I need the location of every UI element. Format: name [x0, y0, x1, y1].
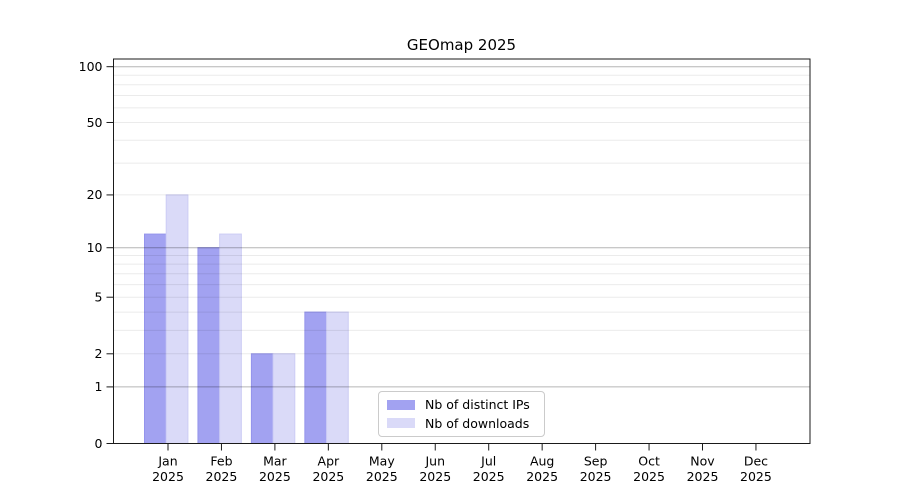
legend-swatch-downloads-icon	[387, 418, 415, 429]
x-tick-label-month: Sep	[584, 454, 608, 469]
y-tick-label: 20	[87, 187, 103, 202]
x-tick-label-year: 2025	[633, 469, 665, 484]
y-tick-label: 0	[95, 436, 103, 451]
x-tick-label-month: May	[369, 454, 395, 469]
x-tick-label-month: Jun	[424, 454, 445, 469]
bar-mar-distinct-ips	[250, 353, 274, 445]
chart-title: GEOmap 2025	[406, 36, 517, 54]
y-tick-label: 10	[87, 240, 103, 255]
legend-item-distinct-ips: Nb of distinct IPs	[387, 397, 536, 412]
x-tick-label-year: 2025	[312, 469, 344, 484]
x-tick-label-year: 2025	[206, 469, 238, 484]
x-tick-label-year: 2025	[740, 469, 772, 484]
bar-jan-distinct-ips	[144, 233, 167, 444]
bar-jan-downloads	[165, 194, 189, 444]
x-tick-label-year: 2025	[687, 469, 719, 484]
bar-apr-distinct-ips	[304, 311, 328, 444]
y-tick-label: 2	[95, 346, 103, 361]
x-tick-label-year: 2025	[580, 469, 612, 484]
x-tick-label-month: Oct	[638, 454, 660, 469]
plot-border	[113, 58, 811, 444]
y-tick-label: 50	[87, 115, 103, 130]
y-tick-label: 100	[79, 59, 103, 74]
x-tick-label-year: 2025	[526, 469, 558, 484]
x-tick-label-month: Aug	[530, 454, 554, 469]
legend: Nb of distinct IPs Nb of downloads	[378, 391, 545, 437]
x-tick-label-month: Nov	[690, 454, 715, 469]
bar-apr-downloads	[326, 311, 349, 444]
bar-mar-downloads	[272, 353, 296, 445]
x-tick-label-year: 2025	[259, 469, 291, 484]
x-tick-label-month: Dec	[744, 454, 768, 469]
legend-item-downloads: Nb of downloads	[387, 416, 536, 431]
legend-label-distinct-ips: Nb of distinct IPs	[425, 397, 530, 413]
legend-swatch-distinct-ips-icon	[387, 399, 415, 410]
x-tick-label-year: 2025	[419, 469, 451, 484]
y-tick-label: 5	[95, 290, 103, 305]
x-tick-label-month: Feb	[210, 454, 232, 469]
bar-feb-distinct-ips	[197, 247, 221, 444]
bar-feb-downloads	[219, 233, 242, 444]
x-tick-label-month: Apr	[318, 454, 340, 469]
x-tick-label-month: Mar	[263, 454, 287, 469]
legend-label-downloads: Nb of downloads	[425, 415, 530, 431]
x-tick-label-year: 2025	[366, 469, 398, 484]
x-tick-label-year: 2025	[152, 469, 184, 484]
x-tick-label-month: Jan	[157, 454, 177, 469]
x-tick-label-year: 2025	[473, 469, 505, 484]
y-tick-label: 1	[95, 379, 103, 394]
x-tick-label-month: Jul	[480, 454, 496, 469]
